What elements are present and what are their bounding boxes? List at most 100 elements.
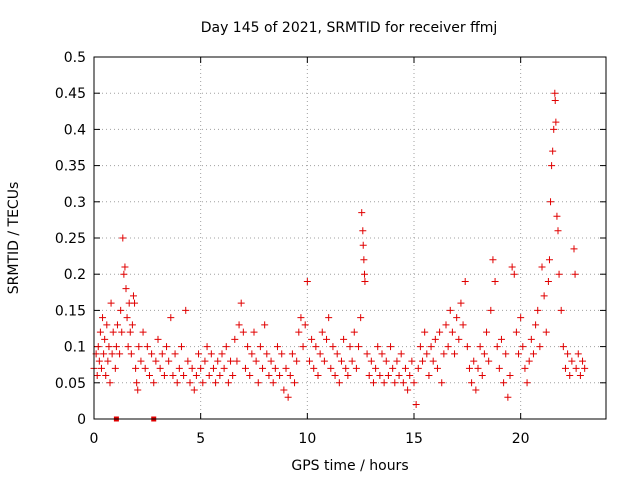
data-point	[519, 343, 527, 351]
data-point	[359, 241, 367, 249]
data-point	[112, 343, 120, 351]
data-point	[333, 350, 341, 358]
data-point	[282, 364, 290, 372]
data-point	[459, 321, 467, 329]
data-point	[500, 379, 508, 387]
data-point	[229, 372, 237, 380]
data-point	[554, 227, 562, 235]
data-point	[453, 314, 461, 322]
data-point	[269, 379, 277, 387]
data-point	[423, 350, 431, 358]
data-point	[126, 328, 134, 336]
data-point	[470, 357, 478, 365]
data-point	[474, 364, 482, 372]
data-point	[120, 270, 128, 278]
data-point	[376, 372, 384, 380]
data-point	[497, 335, 505, 343]
data-point	[344, 372, 352, 380]
data-point	[261, 321, 269, 329]
y-tick-label: 0.25	[55, 231, 86, 247]
data-point	[197, 364, 205, 372]
data-point	[361, 277, 369, 285]
data-point	[412, 401, 420, 409]
data-point	[436, 328, 444, 336]
data-point	[265, 372, 273, 380]
data-point	[139, 328, 147, 336]
data-point	[561, 364, 569, 372]
data-point	[119, 234, 127, 242]
data-point	[99, 314, 107, 322]
data-point	[127, 350, 135, 358]
data-point	[190, 386, 198, 394]
data-point	[550, 125, 558, 133]
data-point	[182, 306, 190, 314]
data-point	[145, 372, 153, 380]
data-point	[124, 343, 132, 351]
data-point	[552, 118, 560, 126]
data-point	[169, 372, 177, 380]
data-point	[128, 321, 136, 329]
data-point	[457, 299, 465, 307]
data-point	[250, 328, 258, 336]
data-point	[209, 364, 217, 372]
data-point	[133, 379, 141, 387]
data-point	[173, 379, 181, 387]
data-point	[175, 364, 183, 372]
data-point	[572, 364, 580, 372]
data-point	[278, 350, 286, 358]
data-point	[295, 328, 303, 336]
data-point	[246, 372, 254, 380]
data-point	[357, 314, 365, 322]
data-point	[372, 364, 380, 372]
data-point	[167, 314, 175, 322]
data-point	[406, 372, 414, 380]
y-tick-label: 0.1	[64, 340, 86, 356]
data-point	[431, 335, 439, 343]
data-point	[510, 270, 518, 278]
data-point	[465, 364, 473, 372]
data-point	[401, 364, 409, 372]
data-point	[201, 357, 209, 365]
data-point	[478, 372, 486, 380]
data-point	[455, 335, 463, 343]
data-point	[523, 379, 531, 387]
data-point	[271, 364, 279, 372]
y-tick-label: 0.5	[64, 50, 86, 66]
data-point	[421, 328, 429, 336]
data-point	[100, 350, 108, 358]
data-point	[363, 350, 371, 358]
data-point	[325, 314, 333, 322]
data-point	[536, 343, 544, 351]
data-point	[231, 335, 239, 343]
data-point	[442, 321, 450, 329]
data-point	[188, 364, 196, 372]
data-point	[254, 379, 262, 387]
data-point	[461, 277, 469, 285]
x-tick-label: 20	[512, 431, 530, 447]
grid	[94, 57, 606, 419]
data-point	[297, 314, 305, 322]
data-point	[158, 350, 166, 358]
data-point	[109, 328, 117, 336]
data-point	[581, 364, 589, 372]
data-point	[463, 343, 471, 351]
y-tick-label: 0.35	[55, 159, 86, 175]
data-point	[389, 364, 397, 372]
data-point	[186, 379, 194, 387]
data-point	[216, 372, 224, 380]
data-point	[359, 227, 367, 235]
data-point	[342, 364, 350, 372]
data-point	[352, 364, 360, 372]
data-point	[267, 357, 275, 365]
data-point	[263, 350, 271, 358]
data-point	[105, 343, 113, 351]
data-point	[108, 350, 116, 358]
data-point	[495, 364, 503, 372]
chart-title: Day 145 of 2021, SRMTID for receiver ffm…	[201, 20, 498, 36]
data-point	[382, 357, 390, 365]
data-point	[256, 343, 264, 351]
data-point	[227, 357, 235, 365]
data-point	[331, 372, 339, 380]
x-tick-label: 15	[405, 431, 423, 447]
